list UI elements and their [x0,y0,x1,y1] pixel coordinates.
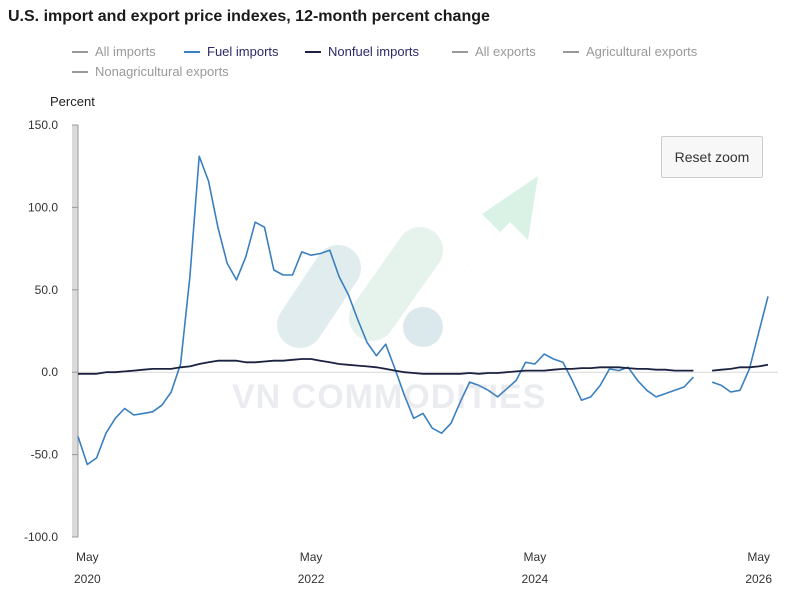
x-tick-label: May [76,550,99,564]
y-tick-label: 150.0 [28,118,58,132]
legend-swatch [72,70,88,73]
x-tick-label: May [747,550,770,564]
watermark-arrow [455,176,538,280]
legend-label: Fuel imports [207,44,279,59]
y-tick-label: 0.0 [41,365,58,379]
legend-swatch [452,50,468,53]
series-line [78,358,694,375]
y-axis-label: Percent [50,94,95,109]
x-tick-year-label: 2024 [522,572,549,586]
legend-swatch [184,50,200,53]
legend-item-agricultural-exports[interactable]: Agricultural exports [563,44,697,59]
legend-label: Nonagricultural exports [95,64,229,79]
x-tick-label: May [524,550,547,564]
legend-item-fuel-imports[interactable]: Fuel imports [184,44,279,59]
watermark-dot [403,307,443,347]
chart-title: U.S. import and export price indexes, 12… [8,8,490,25]
x-tick-label: May [300,550,323,564]
legend-label: Nonfuel imports [328,44,420,59]
y-axis-band [72,125,78,537]
watermark-bar [349,227,443,341]
legend-label: All exports [475,44,536,59]
legend-label: All imports [95,44,156,59]
reset-zoom-button[interactable]: Reset zoom [661,136,763,178]
x-tick-year-label: 2026 [745,572,772,586]
legend-item-nonagricultural-exports[interactable]: Nonagricultural exports [72,64,229,79]
y-tick-label: 50.0 [35,283,59,297]
legend-item-all-exports[interactable]: All exports [452,44,536,59]
watermark-bar [277,245,361,348]
legend-swatch [563,50,579,53]
series-line [712,363,769,372]
legend-swatch [72,50,88,53]
x-tick-year-label: 2020 [74,572,101,586]
series-line [77,155,694,466]
legend-label: Agricultural exports [586,44,698,59]
y-tick-label: 100.0 [28,200,58,214]
watermark-text: VN COMMODITIES [232,378,547,416]
legend-swatch [305,50,321,53]
legend-item-nonfuel-imports[interactable]: Nonfuel imports [305,44,419,59]
y-tick-label: -100.0 [24,530,58,544]
series-line [711,296,769,393]
y-tick-label: -50.0 [31,448,59,462]
legend-item-all-imports[interactable]: All imports [72,44,156,59]
x-tick-year-label: 2022 [298,572,325,586]
